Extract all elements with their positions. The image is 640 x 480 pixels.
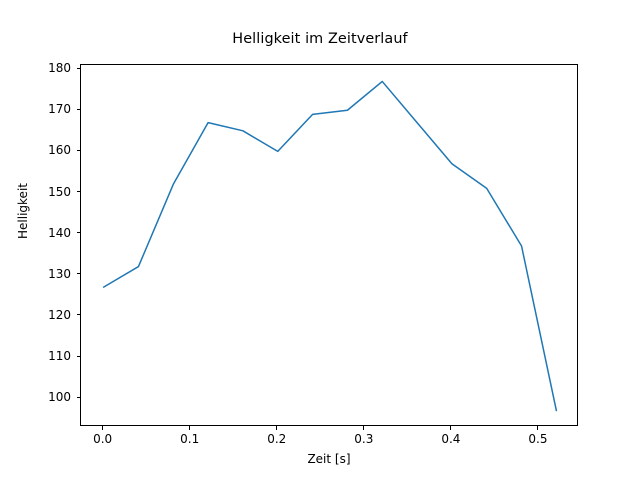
- y-axis-label: Helligkeit: [16, 183, 30, 239]
- y-axis-tick-label: 170: [48, 102, 71, 117]
- x-axis-tick-label: 0.3: [354, 432, 374, 446]
- x-axis-tick-label: 0.5: [528, 432, 548, 446]
- x-axis-tick-label: 0.2: [267, 432, 287, 446]
- chart-title: Helligkeit im Zeitverlauf: [232, 31, 408, 47]
- line-chart-svg: [102, 80, 558, 412]
- y-axis-tick-label: 110: [48, 349, 71, 364]
- y-axis-tick-label: 100: [48, 390, 71, 405]
- y-axis-tick-label: 120: [48, 307, 71, 322]
- x-axis-tick-label: 0.0: [93, 432, 113, 446]
- plot-area: [80, 64, 578, 426]
- x-axis-tick-label: 0.1: [180, 432, 200, 446]
- x-axis-label: Zeit [s]: [307, 452, 351, 466]
- data-series-line: [102, 80, 558, 412]
- x-axis-tick-label: 0.4: [441, 432, 461, 446]
- y-axis-tick-label: 180: [48, 61, 71, 76]
